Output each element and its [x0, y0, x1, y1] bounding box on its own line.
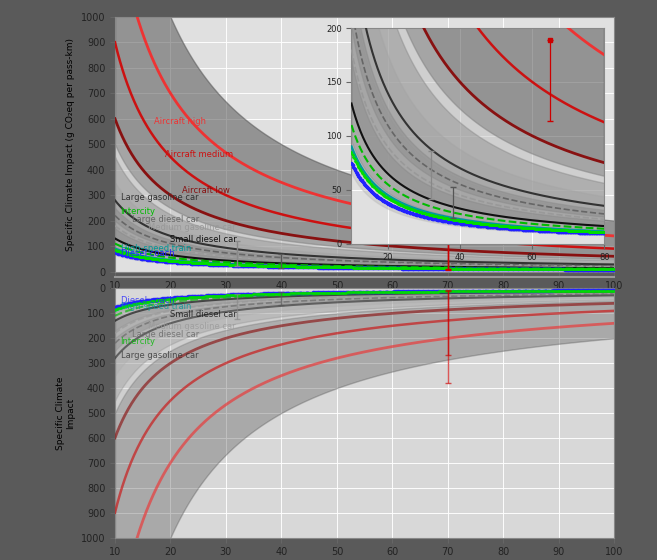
- Text: High-speed train: High-speed train: [120, 302, 191, 311]
- Text: Diesel coach: Diesel coach: [120, 249, 174, 258]
- Text: High-speed train: High-speed train: [120, 244, 191, 253]
- Text: Small diesel car: Small diesel car: [170, 310, 237, 319]
- Text: Small diesel car: Small diesel car: [170, 235, 237, 244]
- Text: Aircraft high: Aircraft high: [154, 117, 206, 126]
- Text: Medium gasoline car: Medium gasoline car: [148, 223, 236, 232]
- Text: Large gasoline car: Large gasoline car: [120, 193, 198, 202]
- Y-axis label: Specific Climate Impact (g CO₂eq per pass-km): Specific Climate Impact (g CO₂eq per pas…: [66, 38, 75, 251]
- Y-axis label: Specific Climate
Impact: Specific Climate Impact: [56, 376, 75, 450]
- Text: Medium gasoline car: Medium gasoline car: [148, 322, 236, 331]
- Text: Large diesel car: Large diesel car: [131, 215, 199, 224]
- Text: Large diesel car: Large diesel car: [131, 330, 199, 339]
- Text: Large gasoline car: Large gasoline car: [120, 351, 198, 360]
- Text: Intercity: Intercity: [120, 338, 156, 347]
- Text: Intercity: Intercity: [120, 207, 156, 216]
- Text: Aircraft low: Aircraft low: [181, 185, 229, 195]
- X-axis label: Occupancy factor (%): Occupancy factor (%): [304, 297, 425, 307]
- Text: Diesel coach: Diesel coach: [120, 296, 174, 305]
- Text: Aircraft medium: Aircraft medium: [165, 150, 233, 159]
